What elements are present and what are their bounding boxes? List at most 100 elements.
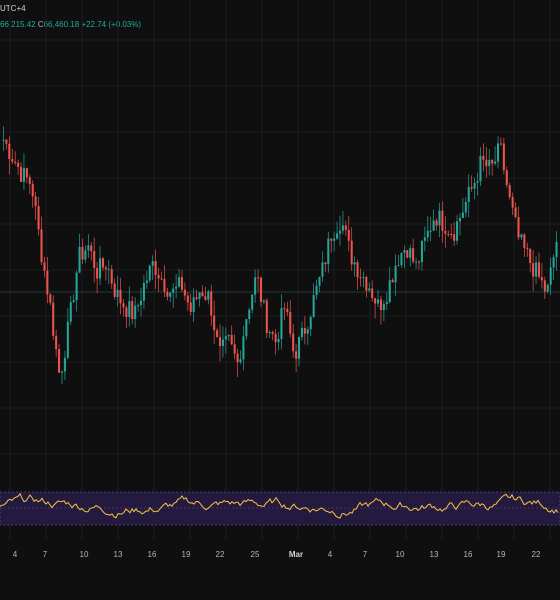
- candle-body: [239, 359, 242, 363]
- candle-body: [169, 292, 172, 297]
- candle-body: [473, 182, 476, 189]
- x-tick-label: 22: [216, 550, 225, 559]
- candle-body: [470, 187, 473, 189]
- candle-body: [415, 261, 418, 263]
- candle-body: [5, 139, 8, 144]
- candle-body: [523, 234, 526, 248]
- candle-body: [201, 292, 204, 297]
- candle-body: [491, 159, 494, 164]
- candle-body: [292, 333, 295, 352]
- candle-body: [175, 286, 178, 289]
- candle-body: [131, 301, 134, 320]
- candle-body: [379, 299, 382, 311]
- candle-body: [371, 288, 374, 299]
- candle-body: [216, 330, 219, 338]
- candle-body: [137, 305, 140, 307]
- candle-body: [447, 233, 450, 235]
- candle-body: [274, 333, 277, 343]
- close-label: C: [37, 20, 44, 29]
- candle-body: [496, 143, 500, 162]
- candle-body: [344, 225, 347, 230]
- candle-body: [529, 249, 532, 264]
- x-tick-label: 13: [430, 550, 439, 559]
- x-axis-ticks: 4 7 10 13 16 19 22 25 Mar 4 7 10 13 16 19 22: [13, 550, 541, 559]
- candle-body: [494, 161, 497, 164]
- candle-body: [265, 300, 268, 333]
- candle-body: [139, 300, 143, 306]
- candle-body: [277, 338, 280, 343]
- x-tick-label: 7: [43, 550, 48, 559]
- candle-body: [125, 307, 128, 318]
- candle-body: [257, 277, 260, 279]
- candle-body: [224, 336, 227, 340]
- candle-body: [388, 280, 391, 303]
- candle-body: [37, 206, 40, 230]
- candle-body: [461, 212, 464, 218]
- candle-body: [63, 357, 66, 372]
- candle-body: [546, 284, 549, 292]
- candle-body: [303, 327, 306, 334]
- x-tick-label: 16: [464, 550, 473, 559]
- candle-body: [75, 272, 78, 301]
- candle-body: [555, 242, 558, 258]
- candle-body: [218, 337, 222, 346]
- candle-body: [251, 294, 254, 310]
- candle-body: [17, 162, 20, 167]
- candle-body: [96, 267, 99, 279]
- candle-body: [321, 262, 324, 277]
- candle-body: [441, 210, 444, 231]
- candle-body: [242, 336, 245, 360]
- candle-body: [505, 170, 508, 186]
- x-tick-label: 7: [363, 550, 368, 559]
- candle-body: [84, 250, 87, 260]
- candle-body: [336, 233, 339, 239]
- candle-body: [362, 277, 365, 279]
- candle-body: [19, 166, 23, 182]
- candle-body: [359, 277, 362, 279]
- candle-body: [283, 308, 286, 310]
- candle-body: [397, 265, 400, 267]
- candle-body: [81, 246, 84, 260]
- candle-body: [28, 177, 31, 184]
- candle-body: [236, 353, 239, 363]
- candle-body: [110, 269, 113, 284]
- chart-grid: [0, 0, 560, 540]
- candle-body: [464, 202, 467, 213]
- candle-body: [540, 277, 543, 281]
- candle-body: [350, 240, 353, 265]
- candle-body: [324, 262, 327, 265]
- candle-body: [58, 349, 61, 373]
- candle-body: [134, 305, 137, 320]
- candle-body: [423, 237, 426, 241]
- oscillator-band: [0, 491, 560, 526]
- candle-body: [55, 335, 58, 350]
- candle-body: [151, 261, 154, 266]
- candle-body: [66, 321, 69, 358]
- candle-body: [119, 289, 122, 304]
- candle-body: [46, 270, 49, 295]
- candle-body: [286, 308, 289, 313]
- candle-body: [113, 283, 116, 297]
- candle-body: [403, 250, 406, 253]
- candle-body: [438, 210, 441, 226]
- x-tick-label: 10: [80, 550, 89, 559]
- candle-body: [128, 301, 131, 318]
- candle-body: [312, 295, 315, 317]
- candle-body: [2, 139, 5, 141]
- candle-body: [511, 196, 514, 208]
- candle-body: [482, 155, 485, 160]
- x-tick-label: 25: [251, 550, 260, 559]
- close-value: 66,460.18: [43, 20, 80, 29]
- candle-body: [432, 220, 435, 231]
- candle-body: [514, 207, 517, 218]
- candle-body: [476, 181, 479, 183]
- candle-body: [391, 280, 394, 283]
- candle-body: [154, 261, 157, 275]
- candle-body: [353, 262, 356, 265]
- candle-body: [385, 302, 388, 304]
- candle-body: [417, 261, 421, 263]
- candle-body: [520, 234, 523, 238]
- candle-body: [368, 288, 371, 291]
- candle-body: [268, 332, 271, 334]
